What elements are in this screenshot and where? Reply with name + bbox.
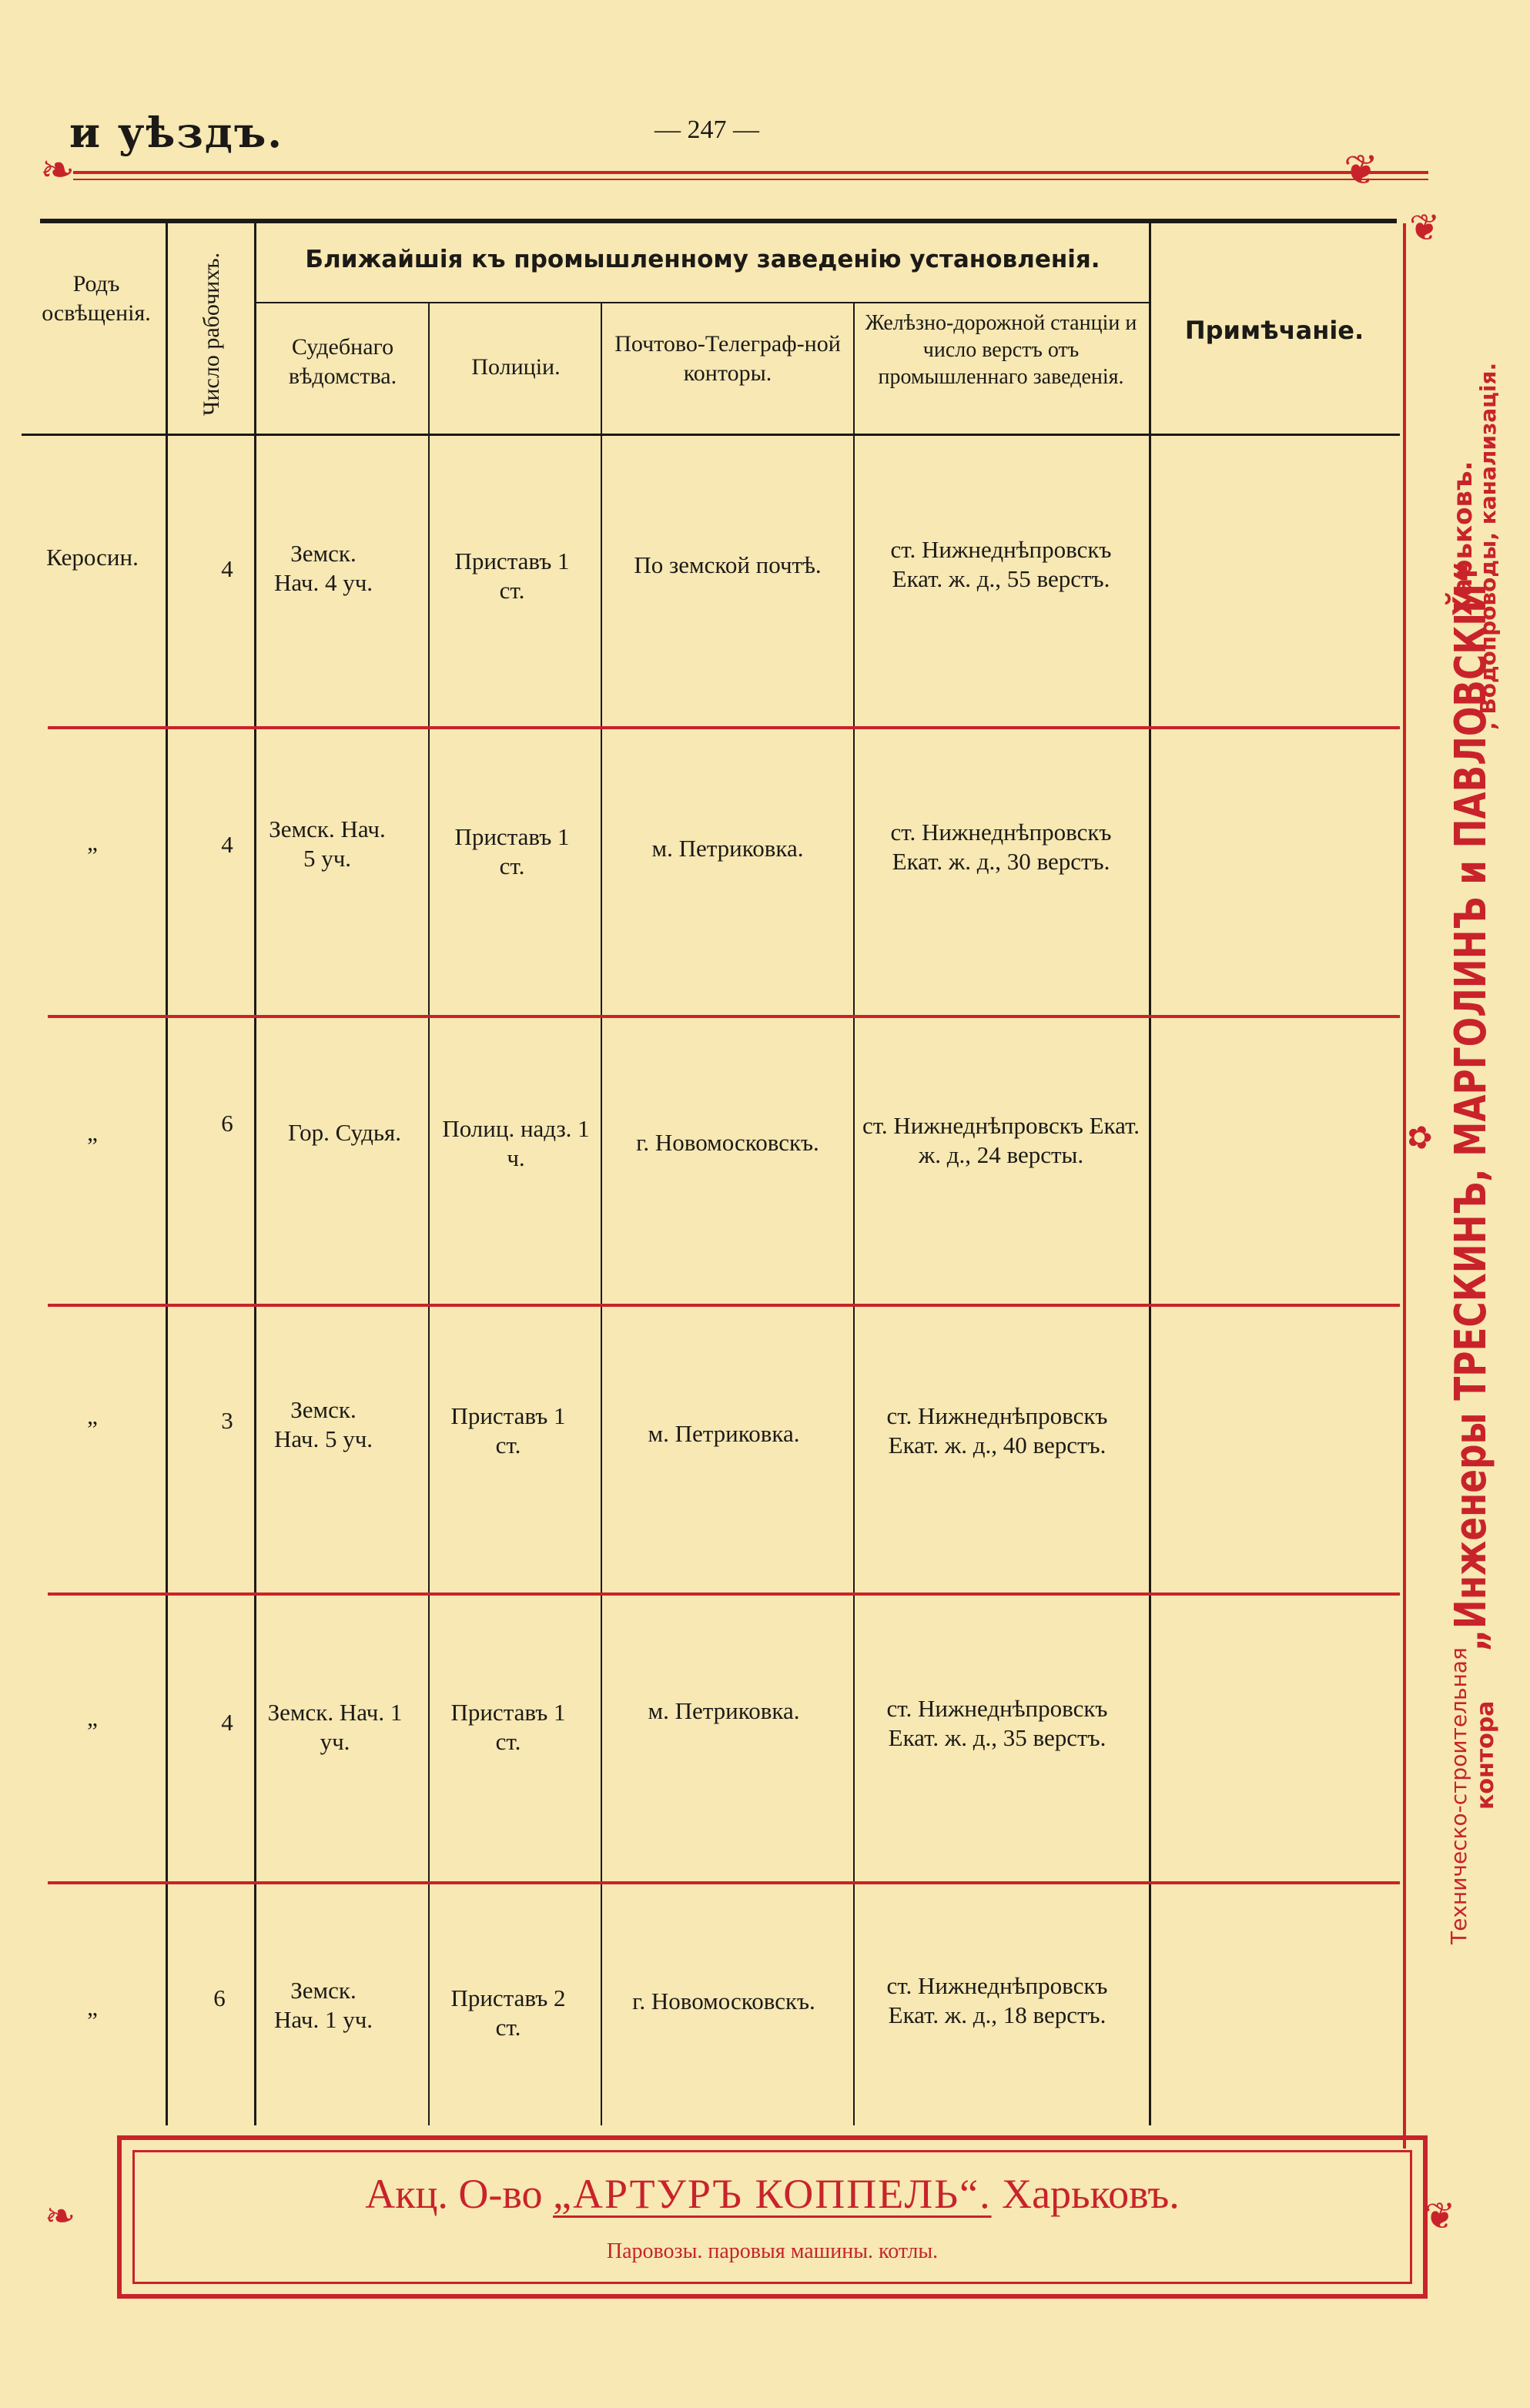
header-institutions-group: Ближайшія къ промышленному заведенію уст… [305,246,1100,273]
row2-lighting: „ [87,829,98,856]
row-separator [48,1015,1400,1018]
row-separator [48,1881,1400,1884]
row5-lighting: „ [87,1704,98,1731]
header-note: Примѣчаніе. [1184,316,1364,345]
row1-workers: 4 [221,555,233,582]
page-number: — 247 — [655,116,759,144]
bottom-ad-city: Харьковъ. [991,2171,1180,2217]
row-separator [48,1592,1400,1596]
row5-railway: ст. Нижнеднѣпровскъ Екат. ж. д., 35 верс… [886,1695,1108,1751]
header-post: Почтово-Телеграф-ной конторы. [614,331,841,386]
row2-post: м. Петриковка. [651,835,804,862]
bottom-left-ornament-icon: ❧ [45,2196,76,2237]
header-bottom-rule [22,434,1400,436]
row3-court: Гор. Судья. [287,1119,402,1146]
col-rule-3 [428,303,430,2125]
top-red-rule [73,171,1428,174]
row3-railway: ст. Нижнеднѣпровскъ Екат. ж. д., 24 верс… [862,1112,1140,1168]
row4-police: Приставъ 1 ст. [450,1402,566,1459]
row1-police: Приставъ 1 ст. [454,548,570,604]
page-header-title: и уѣздъ. [69,108,284,157]
left-ornament-icon: ❧ [40,147,75,193]
row6-lighting: „ [87,1994,98,2021]
row6-police: Приставъ 2 ст. [450,1984,566,2041]
bottom-ad-inner-frame [132,2150,1412,2284]
row2-police: Приставъ 1 ст. [454,823,570,879]
bottom-right-ornament-icon: ❦ [1425,2196,1456,2237]
col-rule-6 [1149,223,1151,2125]
row1-railway: ст. Нижнеднѣпровскъ Екат. ж. д., 55 верс… [890,536,1112,592]
row5-workers: 4 [221,1709,233,1736]
bottom-ad-subtitle: Паровозы. паровыя машины. котлы. [606,2239,939,2263]
row5-post: м. Петриковка. [648,1697,800,1724]
col-rule-1 [166,223,168,2125]
row6-post: г. Новомосковскъ. [632,1988,815,2014]
header-lighting: Родъ освѣщенія. [42,271,151,326]
right-top-scroll-icon: ❦ [1409,208,1441,249]
row6-workers: 6 [213,1984,226,2011]
row2-workers: 4 [221,831,233,858]
row2-court: Земск. Нач. 5 уч. [269,816,386,872]
row1-court: Земск. Нач. 4 уч. [273,540,373,596]
bottom-ad-company: „АРТУРЪ КОППЕЛЬ“. [553,2171,992,2217]
row3-police: Полиц. надз. 1 ч. [442,1115,590,1171]
right-ornament-icon: ❦ [1344,147,1379,193]
bottom-ad-outer-frame [117,2135,1428,2299]
side-ad-services: , Водопроводы, канализація. [1475,362,1501,730]
top-red-rule-thin [73,179,1428,180]
row-separator [48,726,1400,729]
header-railway: Желѣзно-дорожной станціи и число верстъ … [865,311,1137,389]
side-ad-line1: Техническо-строительная [1446,1647,1471,1944]
col-rule-4 [601,303,602,2125]
side-ad-city: Харьковъ. [1448,461,1478,616]
group-under-rule [254,302,1149,303]
row3-workers: 6 [221,1110,233,1137]
row2-railway: ст. Нижнеднѣпровскъ Екат. ж. д., 30 верс… [890,819,1112,875]
row6-court: Земск. Нач. 1 уч. [273,1977,373,2033]
col-rule-5 [853,303,855,2125]
row5-court: Земск. Нач. 1 уч. [267,1699,403,1755]
right-red-frame [1403,223,1406,2148]
side-ad-line2: контора [1472,1700,1499,1810]
row1-post: По земской почтѣ. [634,551,822,578]
row1-lighting: Керосин. [46,544,139,571]
row4-railway: ст. Нижнеднѣпровскъ Екат. ж. д., 40 верс… [886,1402,1108,1459]
header-workers: Число рабочихъ. [199,252,224,416]
row4-workers: 3 [221,1407,233,1434]
header-court: Судебнаго вѣдомства. [288,334,397,389]
row4-post: м. Петриковка. [648,1420,800,1447]
side-ad-divider-icon: ✿ [1401,1124,1437,1150]
bottom-ad-title: Акц. О-во „АРТУРЪ КОППЕЛЬ“. Харьковъ. [132,2170,1412,2218]
row-separator [48,1304,1400,1307]
header-police: Полиціи. [471,354,561,380]
col-rule-2 [254,223,256,2125]
row6-railway: ст. Нижнеднѣпровскъ Екат. ж. д., 18 верс… [886,1972,1108,2028]
row4-court: Земск. Нач. 5 уч. [273,1396,373,1452]
row3-post: г. Новомосковскъ. [636,1129,819,1156]
row3-lighting: „ [87,1119,98,1146]
table-top-rule [40,219,1397,223]
row5-police: Приставъ 1 ст. [450,1699,566,1755]
row4-lighting: „ [87,1402,98,1429]
bottom-ad-prefix: Акц. О-во [365,2171,553,2217]
